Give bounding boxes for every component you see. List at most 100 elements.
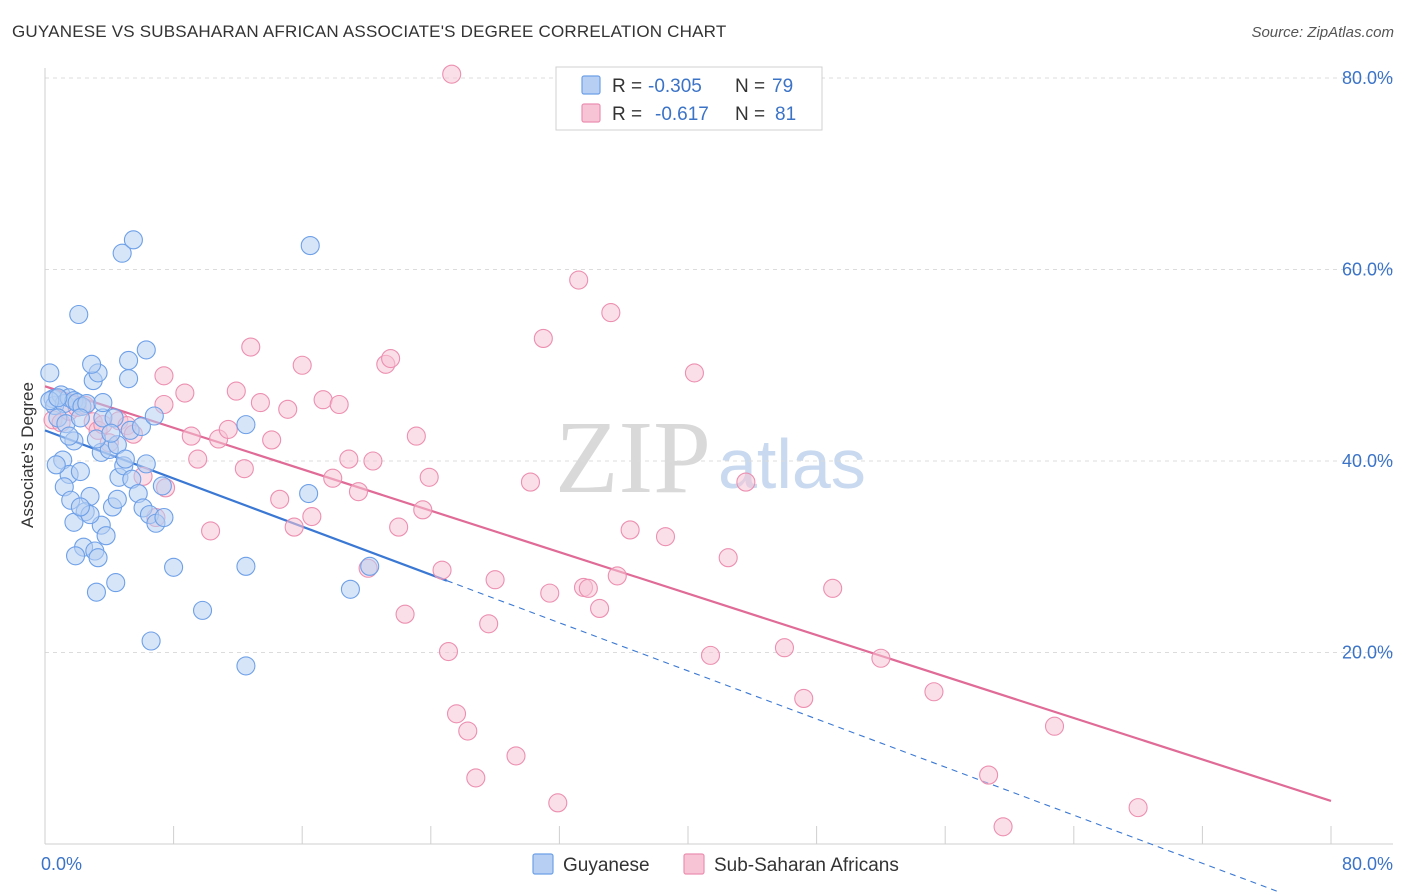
subsaharan-point: [438, 641, 459, 662]
guyanese-point: [119, 350, 139, 371]
subsaharan-point: [278, 399, 298, 419]
subsaharan-point: [432, 560, 452, 580]
legend-swatch-guyanese-bottom: [532, 853, 554, 875]
subsaharan-point: [419, 467, 439, 487]
subsaharan-point: [466, 768, 486, 788]
subsaharan-point: [188, 449, 208, 469]
guyanese-point: [164, 557, 184, 577]
guyanese-point: [106, 573, 126, 593]
data-points: [40, 64, 1148, 837]
subsaharan-point: [363, 451, 383, 471]
subsaharan-point: [218, 419, 238, 439]
subsaharan-point: [270, 489, 290, 509]
guyanese-point: [236, 656, 256, 676]
subsaharan-point: [389, 517, 409, 537]
subsaharan-point: [578, 578, 598, 598]
y-tick-label: 80.0%: [1342, 68, 1393, 88]
subsaharan-point: [181, 426, 201, 446]
subsaharan-point: [458, 721, 478, 741]
y-tick-label: 20.0%: [1342, 643, 1393, 663]
guyanese-point: [236, 556, 256, 576]
subsaharan-point: [201, 521, 221, 541]
subsaharan-point: [284, 517, 304, 537]
y-axis-title: Associate's Degree: [18, 382, 37, 528]
guyanese-point: [112, 243, 132, 263]
subsaharan-point: [736, 472, 756, 492]
subsaharan-point: [381, 348, 401, 369]
subsaharan-point: [655, 527, 676, 547]
subsaharan-point: [339, 449, 359, 469]
subsaharan-point: [395, 604, 415, 624]
subsaharan-point: [548, 793, 568, 813]
n-label-2: N =: [735, 104, 765, 125]
subsaharan-point: [684, 363, 704, 383]
watermark-atlas: atlas: [718, 425, 866, 503]
subsaharan-point: [993, 817, 1013, 837]
guyanese-point: [65, 546, 86, 566]
subsaharan-point: [520, 472, 541, 492]
guyanese-point: [141, 631, 161, 651]
subsaharan-point: [302, 506, 322, 527]
subsaharan-point: [154, 366, 174, 386]
subsaharan-point: [590, 598, 610, 619]
subsaharan-point: [234, 459, 254, 479]
subsaharan-point: [794, 688, 814, 709]
subsaharan-point: [406, 426, 426, 446]
guyanese-point: [48, 388, 68, 408]
guyanese-point: [136, 340, 156, 360]
legend-swatch-subsaharan-bottom: [683, 853, 705, 875]
guyanese-point: [154, 507, 174, 528]
subsaharan-point: [533, 328, 553, 348]
guyanese-point: [115, 449, 135, 469]
x-tick-label: 0.0%: [41, 854, 82, 874]
tick-labels: 20.0% 40.0% 60.0% 80.0% 0.0% 80.0%: [41, 68, 1393, 874]
subsaharan-point: [479, 614, 499, 634]
r-label-1: R =: [612, 76, 642, 97]
guyanese-point: [59, 426, 79, 446]
guyanese-point: [300, 236, 320, 256]
subsaharan-point: [700, 645, 721, 665]
guyanese-point: [82, 354, 102, 374]
guyanese-point: [70, 408, 90, 428]
subsaharan-point: [313, 390, 333, 410]
subsaharan-point: [607, 566, 627, 586]
subsaharan-point: [506, 746, 526, 766]
subsaharan-point: [292, 355, 312, 375]
subsaharan-trend-line: [44, 385, 1332, 802]
guyanese-point: [70, 461, 90, 482]
subsaharan-point: [540, 583, 560, 603]
subsaharan-point: [823, 578, 843, 598]
n-value-1: 79: [772, 76, 793, 97]
n-label-1: N =: [735, 76, 765, 97]
guyanese-point: [299, 484, 319, 504]
subsaharan-point: [442, 64, 462, 84]
guyanese-point: [119, 369, 139, 389]
guyanese-point: [69, 304, 89, 325]
subsaharan-point: [262, 430, 282, 450]
guyanese-point: [46, 455, 66, 475]
subsaharan-point: [329, 394, 349, 415]
subsaharan-point: [601, 303, 621, 323]
axes: [44, 68, 1393, 845]
subsaharan-point: [250, 393, 270, 413]
subsaharan-point: [979, 765, 999, 785]
n-value-2: 81: [775, 104, 796, 125]
guyanese-point: [340, 579, 360, 599]
subsaharan-point: [871, 648, 891, 668]
r-value-1: -0.305: [648, 76, 702, 97]
subsaharan-point: [718, 548, 738, 568]
subsaharan-point: [485, 570, 505, 590]
guyanese-point: [96, 526, 116, 546]
guyanese-point: [131, 416, 151, 437]
guyanese-trend-extension: [446, 580, 1281, 892]
guyanese-point: [360, 556, 380, 576]
guyanese-point: [236, 415, 256, 435]
stats-legend: R = -0.305 N = 79 R = -0.617 N = 81: [555, 66, 823, 131]
legend-label-subsaharan: Sub-Saharan Africans: [714, 855, 899, 876]
guyanese-point: [144, 406, 164, 426]
guyanese-point: [123, 230, 143, 250]
source-label: Source: ZipAtlas.com: [1251, 24, 1394, 41]
legend-swatch-subsaharan: [581, 103, 601, 123]
subsaharan-point: [1044, 716, 1065, 736]
